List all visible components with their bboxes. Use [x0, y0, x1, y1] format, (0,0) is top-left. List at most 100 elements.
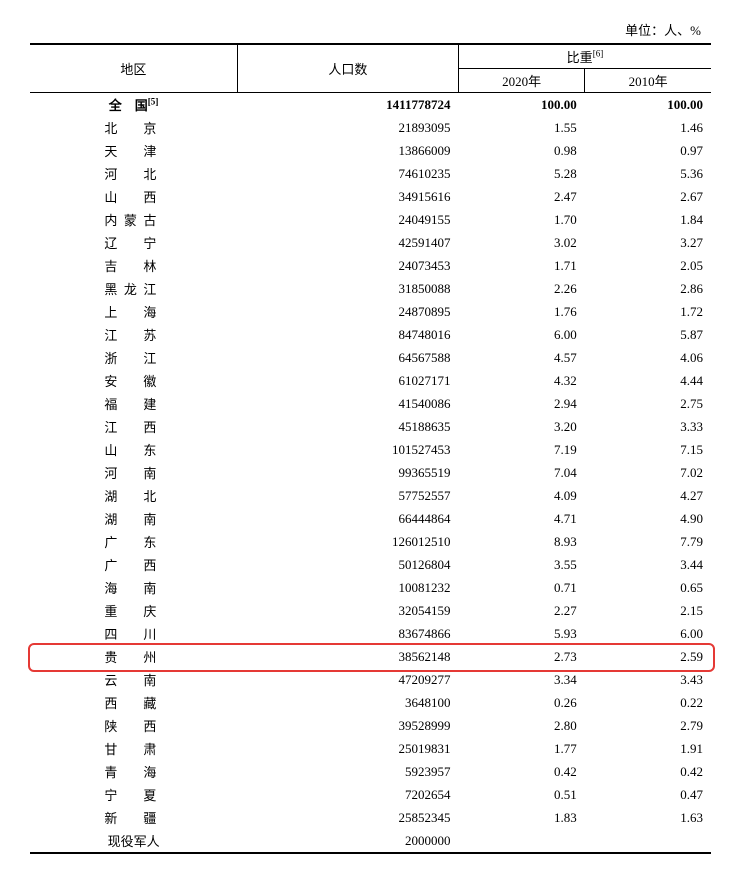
table-row: 浙 江645675884.574.06 — [30, 346, 711, 369]
table-row: 吉 林240734531.712.05 — [30, 254, 711, 277]
cell-population: 66444864 — [237, 507, 458, 530]
table-row: 山 西349156162.472.67 — [30, 185, 711, 208]
cell-p2020: 100.00 — [458, 93, 584, 117]
cell-region: 西 藏 — [30, 691, 237, 714]
table-row: 贵 州385621482.732.59 — [30, 645, 711, 668]
cell-population: 21893095 — [237, 116, 458, 139]
cell-region: 新 疆 — [30, 806, 237, 829]
cell-population: 5923957 — [237, 760, 458, 783]
table-row: 江 苏847480166.005.87 — [30, 323, 711, 346]
table-row: 安 徽610271714.324.44 — [30, 369, 711, 392]
cell-p2010: 100.00 — [585, 93, 711, 117]
table-row: 新 疆258523451.831.63 — [30, 806, 711, 829]
cell-p2010: 0.97 — [585, 139, 711, 162]
th-proportion: 比重[6] — [458, 44, 711, 69]
table-row: 云 南472092773.343.43 — [30, 668, 711, 691]
cell-p2020: 4.71 — [458, 507, 584, 530]
cell-region: 黑龙江 — [30, 277, 237, 300]
cell-p2010: 1.84 — [585, 208, 711, 231]
cell-p2020: 3.55 — [458, 553, 584, 576]
cell-population: 61027171 — [237, 369, 458, 392]
cell-p2010: 2.86 — [585, 277, 711, 300]
cell-region: 青 海 — [30, 760, 237, 783]
table-row: 重 庆320541592.272.15 — [30, 599, 711, 622]
th-proportion-sup: [6] — [593, 49, 604, 59]
cell-population: 101527453 — [237, 438, 458, 461]
cell-p2010: 2.67 — [585, 185, 711, 208]
cell-region: 上 海 — [30, 300, 237, 323]
table-row: 黑龙江318500882.262.86 — [30, 277, 711, 300]
th-2020: 2020年 — [458, 69, 584, 93]
cell-p2010: 3.27 — [585, 231, 711, 254]
cell-p2020: 0.42 — [458, 760, 584, 783]
cell-region: 山 东 — [30, 438, 237, 461]
table-row: 辽 宁425914073.023.27 — [30, 231, 711, 254]
cell-population: 25852345 — [237, 806, 458, 829]
cell-p2020: 0.51 — [458, 783, 584, 806]
cell-population: 64567588 — [237, 346, 458, 369]
cell-region: 云 南 — [30, 668, 237, 691]
cell-population: 2000000 — [237, 829, 458, 853]
cell-population: 84748016 — [237, 323, 458, 346]
cell-p2010: 1.46 — [585, 116, 711, 139]
cell-p2010 — [585, 829, 711, 853]
cell-population: 42591407 — [237, 231, 458, 254]
cell-p2020: 5.93 — [458, 622, 584, 645]
cell-p2010: 5.36 — [585, 162, 711, 185]
cell-region: 天 津 — [30, 139, 237, 162]
cell-region: 甘 肃 — [30, 737, 237, 760]
cell-region: 宁 夏 — [30, 783, 237, 806]
cell-p2010: 4.44 — [585, 369, 711, 392]
cell-population: 7202654 — [237, 783, 458, 806]
table-row: 北 京218930951.551.46 — [30, 116, 711, 139]
cell-p2020: 7.04 — [458, 461, 584, 484]
cell-region: 全 国[5] — [30, 93, 237, 117]
table-row: 湖 南664448644.714.90 — [30, 507, 711, 530]
cell-region: 山 西 — [30, 185, 237, 208]
cell-p2020: 2.94 — [458, 392, 584, 415]
th-2010: 2010年 — [585, 69, 711, 93]
cell-p2020: 2.80 — [458, 714, 584, 737]
cell-region: 浙 江 — [30, 346, 237, 369]
cell-region: 陕 西 — [30, 714, 237, 737]
cell-population: 47209277 — [237, 668, 458, 691]
cell-region: 内蒙古 — [30, 208, 237, 231]
table-row-total: 全 国[5]1411778724100.00100.00 — [30, 93, 711, 117]
cell-p2010: 2.75 — [585, 392, 711, 415]
th-region: 地区 — [30, 44, 237, 93]
table-row: 甘 肃250198311.771.91 — [30, 737, 711, 760]
table-row: 青 海59239570.420.42 — [30, 760, 711, 783]
table-row: 河 北746102355.285.36 — [30, 162, 711, 185]
cell-p2010: 4.27 — [585, 484, 711, 507]
cell-p2020: 0.98 — [458, 139, 584, 162]
cell-p2020: 5.28 — [458, 162, 584, 185]
cell-population: 1411778724 — [237, 93, 458, 117]
table-row: 江 西451886353.203.33 — [30, 415, 711, 438]
cell-p2020: 0.26 — [458, 691, 584, 714]
table-row: 广 东1260125108.937.79 — [30, 530, 711, 553]
cell-region: 北 京 — [30, 116, 237, 139]
cell-p2020: 6.00 — [458, 323, 584, 346]
cell-p2020: 2.47 — [458, 185, 584, 208]
unit-label: 单位：人、% — [30, 20, 711, 39]
table-wrap: 地区 人口数 比重[6] 2020年 2010年 全 国[5]141177872… — [30, 43, 711, 854]
th-proportion-text: 比重 — [567, 50, 593, 65]
cell-p2010: 2.79 — [585, 714, 711, 737]
cell-p2010: 2.15 — [585, 599, 711, 622]
cell-p2020: 4.09 — [458, 484, 584, 507]
cell-p2010: 0.47 — [585, 783, 711, 806]
cell-p2020: 1.70 — [458, 208, 584, 231]
cell-region: 河 南 — [30, 461, 237, 484]
table-row: 现役军人2000000 — [30, 829, 711, 853]
cell-region: 安 徽 — [30, 369, 237, 392]
cell-region: 福 建 — [30, 392, 237, 415]
cell-region: 海 南 — [30, 576, 237, 599]
cell-p2020: 1.83 — [458, 806, 584, 829]
cell-p2010: 1.63 — [585, 806, 711, 829]
cell-region: 河 北 — [30, 162, 237, 185]
cell-population: 99365519 — [237, 461, 458, 484]
table-row: 宁 夏72026540.510.47 — [30, 783, 711, 806]
cell-population: 25019831 — [237, 737, 458, 760]
cell-p2020: 4.32 — [458, 369, 584, 392]
cell-population: 74610235 — [237, 162, 458, 185]
